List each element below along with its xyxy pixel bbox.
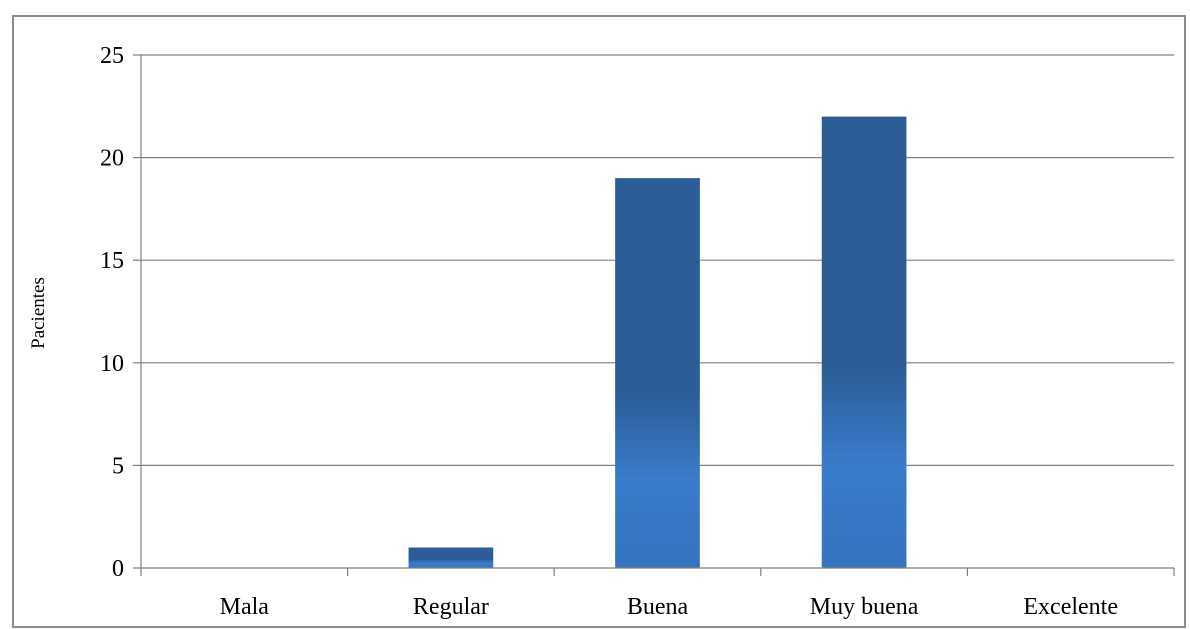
bars [408,116,907,568]
x-category-label: Buena [627,594,689,620]
y-tick-label: 5 [112,453,124,479]
y-tick-label: 15 [100,248,124,274]
x-category-label: Regular [413,594,489,620]
y-tick-label: 20 [100,146,124,172]
y-tick-label: 25 [100,43,124,69]
tick-labels: 0 5 10 15 20 25 Mala Regular Buena Muy buena Excel… [100,43,1118,620]
y-tick-label: 10 [100,351,124,377]
y-axis-title: Pacientes [28,277,49,349]
axes [133,54,1175,576]
x-category-label: Excelente [1023,594,1118,620]
bar-buena [615,178,700,568]
chart-frame [12,15,1186,628]
y-tick-label: 0 [112,556,124,582]
bar-regular [408,547,494,568]
bar-muy-buena [821,116,907,568]
x-category-label: Mala [220,594,270,620]
x-category-label: Muy buena [810,594,919,620]
